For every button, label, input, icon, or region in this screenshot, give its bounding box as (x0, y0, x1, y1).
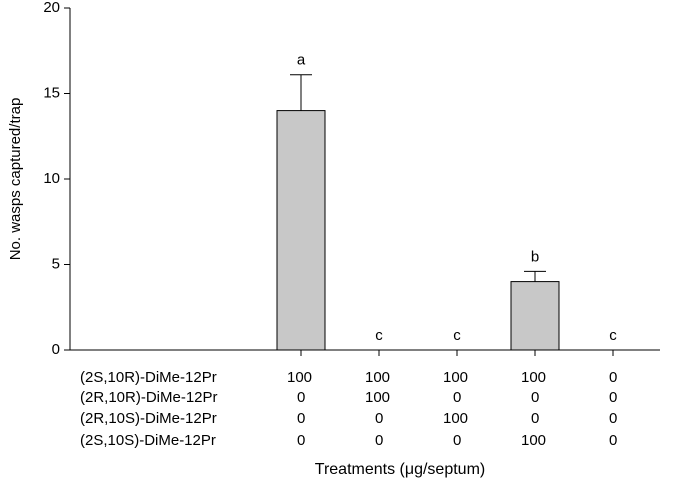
y-axis-label: No. wasps captured/trap (7, 98, 24, 261)
dose: 0 (297, 432, 305, 449)
dose: 100 (443, 369, 468, 386)
dose: 0 (375, 432, 383, 449)
x-axis-label: Treatments (μg/septum) (315, 461, 485, 478)
dose: 100 (287, 369, 312, 386)
significance-letter: c (609, 327, 617, 344)
dose: 0 (609, 369, 617, 386)
significance-letter: a (297, 52, 306, 69)
dose: 100 (443, 410, 468, 427)
dose: 100 (521, 369, 546, 386)
treatment-name: (2R,10S)-DiMe-12Pr (80, 410, 217, 427)
dose: 0 (609, 432, 617, 449)
dose: 0 (453, 432, 461, 449)
significance-letter: b (531, 248, 539, 265)
treatment-name: (2S,10R)-DiMe-12Pr (80, 369, 217, 386)
dose: 100 (521, 432, 546, 449)
y-tick-label: 5 (52, 255, 60, 272)
significance-letter: c (375, 327, 383, 344)
bar (276, 110, 326, 351)
y-tick-label: 15 (43, 84, 60, 101)
bar (510, 281, 560, 351)
dose: 100 (365, 389, 390, 406)
y-tick-label: 20 (43, 0, 60, 16)
treatment-name: (2S,10S)-DiMe-12Pr (80, 432, 216, 449)
dose: 0 (609, 389, 617, 406)
y-tick-label: 0 (52, 341, 60, 358)
treatment-name: (2R,10R)-DiMe-12Pr (80, 389, 218, 406)
dose: 0 (453, 389, 461, 406)
y-tick-label: 10 (43, 170, 60, 187)
dose: 100 (365, 369, 390, 386)
dose: 0 (297, 410, 305, 427)
significance-letter: c (453, 327, 461, 344)
dose: 0 (375, 410, 383, 427)
dose: 0 (531, 410, 539, 427)
dose: 0 (297, 389, 305, 406)
dose: 0 (609, 410, 617, 427)
dose: 0 (531, 389, 539, 406)
